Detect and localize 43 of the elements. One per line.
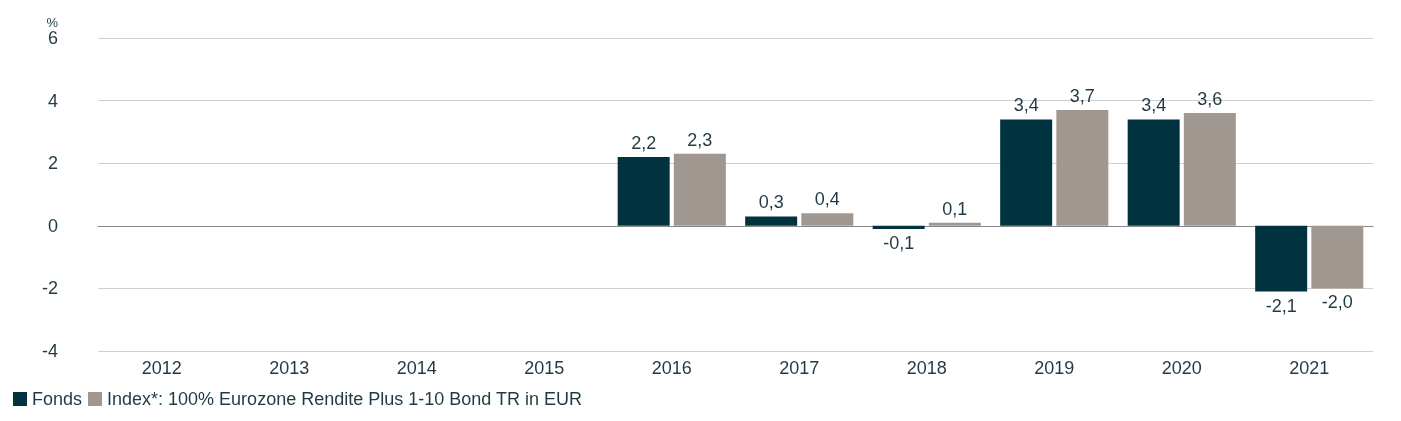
data-label: 3,7 <box>1069 85 1095 106</box>
legend-label: Fonds <box>32 389 83 409</box>
data-label: 2,3 <box>687 129 713 150</box>
bar <box>1255 225 1308 292</box>
x-tick-label: 2013 <box>269 358 310 378</box>
data-label: 0,4 <box>814 189 840 210</box>
y-tick-label: -4 <box>41 341 58 361</box>
data-label: 3,4 <box>1141 95 1167 116</box>
bar <box>1311 225 1364 289</box>
data-label: 0,3 <box>758 192 784 213</box>
bar <box>1127 119 1180 226</box>
bar <box>1183 113 1236 226</box>
y-tick-label: 0 <box>47 215 58 236</box>
y-axis-title: % <box>46 15 59 31</box>
x-tick-label: 2020 <box>1161 358 1202 378</box>
x-tick-label: 2015 <box>524 358 565 378</box>
data-label: 3,4 <box>1013 95 1039 116</box>
x-tick-label: 2017 <box>779 358 820 378</box>
data-label: -2,0 <box>1321 292 1353 313</box>
bar <box>1000 119 1053 226</box>
bar <box>617 156 670 226</box>
legend-label: Index*: 100% Eurozone Rendite Plus 1-10 Bond TR in EUR <box>107 389 582 409</box>
x-tick-label: 2018 <box>906 358 947 378</box>
x-tick-label: 2021 <box>1289 358 1330 378</box>
data-label: 3,6 <box>1197 89 1223 110</box>
data-label: 2,2 <box>631 132 657 153</box>
y-tick-label: 2 <box>47 153 58 174</box>
bar <box>1056 109 1109 226</box>
y-tick-label: 6 <box>47 28 58 48</box>
x-tick-label: 2014 <box>396 358 437 378</box>
x-tick-label: 2016 <box>651 358 692 378</box>
bar <box>745 216 798 226</box>
bar <box>872 225 925 229</box>
data-label: 0,1 <box>942 198 968 219</box>
x-tick-label: 2012 <box>141 358 182 378</box>
data-label: -0,1 <box>883 232 915 253</box>
x-tick-label: 2019 <box>1034 358 1075 378</box>
bar <box>801 213 854 226</box>
y-tick-label: -2 <box>41 278 58 299</box>
bar <box>673 153 726 226</box>
y-tick-label: 4 <box>47 90 58 111</box>
bar <box>928 222 981 226</box>
data-label: -2,1 <box>1265 295 1297 316</box>
